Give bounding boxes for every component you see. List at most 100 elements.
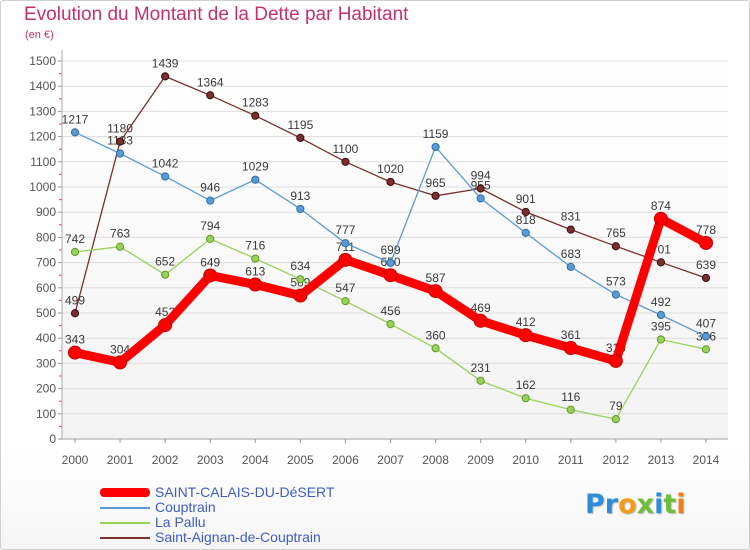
data-label-saint-aignan-de-couptrain: 831 (561, 210, 581, 224)
data-point-la-pallu (476, 376, 485, 385)
data-label-couptrain: 492 (651, 295, 671, 309)
chart-subtitle: (en €) (25, 29, 54, 41)
data-label-saint-calais-du-desert: 361 (561, 328, 581, 342)
data-label-la-pallu: 547 (335, 281, 355, 295)
data-point-saint-calais-du-desert (113, 355, 128, 370)
data-label-saint-aignan-de-couptrain: 639 (696, 258, 716, 272)
y-tick-label: 1000 (29, 180, 56, 194)
x-tick-label: 2002 (152, 453, 179, 467)
data-label-la-pallu: 79 (609, 399, 623, 413)
data-label-la-pallu: 395 (651, 319, 671, 333)
data-point-saint-calais-du-desert (699, 235, 713, 250)
legend-label: La Pallu (155, 514, 206, 530)
data-label-couptrain: 946 (200, 181, 220, 195)
y-tick-label: 1300 (29, 104, 56, 118)
logo-letter: P (585, 489, 605, 520)
data-label-saint-calais-du-desert: 412 (516, 315, 536, 329)
data-label-saint-aignan-de-couptrain: 994 (471, 169, 491, 183)
series-saint-aignan-de-couptrain (70, 72, 711, 318)
data-label-couptrain: 1217 (62, 112, 89, 126)
x-tick-label: 2014 (693, 453, 720, 467)
data-label-la-pallu: 652 (155, 255, 175, 269)
data-label-saint-aignan-de-couptrain: 1364 (197, 75, 224, 89)
data-point-couptrain (476, 194, 485, 203)
proxiti-logo: Proxiti (585, 489, 686, 521)
y-tick-label: 500 (36, 306, 56, 320)
data-point-couptrain (611, 290, 620, 299)
data-point-saint-aignan-de-couptrain (115, 137, 125, 146)
x-tick-label: 2006 (332, 453, 359, 467)
data-label-la-pallu: 116 (561, 390, 580, 404)
data-label-la-pallu: 360 (426, 328, 446, 342)
data-point-couptrain (431, 142, 440, 152)
data-point-la-pallu (656, 335, 666, 344)
data-label-couptrain: 913 (290, 189, 310, 203)
y-tick-label: 800 (36, 230, 56, 244)
logo-letter: o (618, 489, 637, 520)
data-label-la-pallu: 634 (290, 259, 310, 273)
data-point-saint-aignan-de-couptrain (206, 91, 215, 100)
data-point-saint-calais-du-desert (203, 268, 218, 283)
legend-item: Saint-Aignan-de-Couptrain (100, 530, 334, 545)
data-point-la-pallu (701, 345, 711, 354)
data-point-saint-calais-du-desert (518, 328, 533, 343)
x-tick-label: 2013 (648, 453, 675, 467)
x-tick-label: 2005 (287, 453, 314, 467)
data-point-la-pallu (341, 297, 350, 306)
x-tick-label: 2004 (242, 453, 269, 467)
data-point-saint-aignan-de-couptrain (656, 258, 666, 267)
data-label-couptrain: 777 (335, 223, 355, 237)
data-point-la-pallu (431, 344, 440, 353)
data-point-saint-aignan-de-couptrain (296, 133, 305, 142)
data-point-couptrain (386, 258, 395, 267)
data-point-couptrain (521, 228, 530, 237)
data-point-la-pallu (115, 242, 125, 251)
data-label-saint-aignan-de-couptrain: 1439 (152, 56, 179, 70)
logo-letter: t (663, 489, 677, 520)
y-tick-label: 700 (36, 256, 56, 270)
legend-label: SAINT-CALAIS-DU-DéSERT (155, 484, 335, 500)
legend-swatch (100, 506, 150, 509)
data-label-saint-aignan-de-couptrain: 499 (65, 293, 85, 307)
legend-item: Couptrain (100, 500, 334, 515)
x-tick-label: 2011 (558, 453, 584, 467)
chart-title: Evolution du Montant de la Dette par Hab… (24, 4, 409, 25)
x-tick-label: 2001 (107, 453, 134, 467)
data-point-couptrain (251, 175, 260, 184)
data-label-saint-aignan-de-couptrain: 765 (606, 226, 626, 240)
data-label-la-pallu: 162 (516, 378, 536, 392)
data-point-saint-calais-du-desert (608, 353, 623, 368)
data-label-saint-calais-du-desert: 613 (245, 265, 265, 279)
data-point-saint-aignan-de-couptrain (431, 191, 440, 200)
data-point-la-pallu (611, 414, 620, 424)
y-tick-label: 400 (36, 331, 56, 345)
data-label-couptrain: 683 (561, 247, 581, 261)
data-point-couptrain (161, 172, 170, 181)
data-label-saint-aignan-de-couptrain: 1283 (242, 96, 269, 110)
data-point-saint-aignan-de-couptrain (521, 207, 530, 217)
data-point-saint-calais-du-desert (473, 313, 488, 328)
data-point-saint-calais-du-desert (653, 211, 668, 226)
data-point-saint-aignan-de-couptrain (70, 309, 80, 318)
series-couptrain (70, 128, 711, 341)
data-point-saint-aignan-de-couptrain (566, 225, 575, 234)
y-tick-label: 0 (49, 432, 56, 446)
data-point-la-pallu (566, 405, 575, 414)
data-label-couptrain: 1029 (242, 160, 269, 174)
data-point-saint-calais-du-desert (383, 268, 398, 283)
data-point-saint-aignan-de-couptrain (611, 242, 620, 251)
data-point-saint-aignan-de-couptrain (161, 72, 170, 81)
data-label-saint-calais-du-desert: 469 (471, 301, 491, 315)
logo-letter: r (604, 489, 619, 520)
x-tick-label: 2012 (603, 453, 630, 467)
legend-item: La Pallu (100, 515, 334, 530)
data-label-la-pallu: 716 (245, 239, 265, 253)
data-point-couptrain (70, 128, 80, 137)
y-tick-label: 1400 (29, 79, 56, 93)
y-tick-label: 1100 (30, 155, 56, 169)
data-label-saint-calais-du-desert: 587 (426, 271, 446, 285)
legend-swatch (100, 488, 150, 497)
data-labels-la-pallu: 742 763 652 794 716 634 547 456 360 231 162 116 79 39… (65, 219, 716, 413)
y-tick-label: 900 (36, 205, 56, 219)
y-tick-label: 100 (36, 407, 56, 421)
